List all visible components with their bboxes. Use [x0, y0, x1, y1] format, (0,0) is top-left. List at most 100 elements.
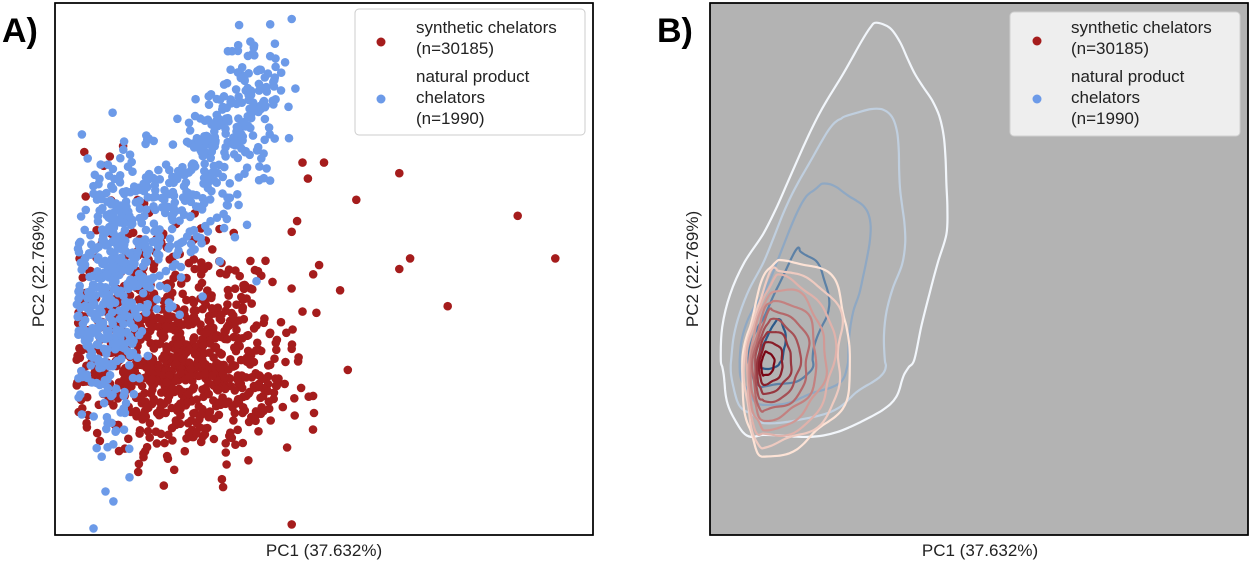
natural-point-1573 — [200, 166, 209, 176]
natural-point-1121 — [81, 301, 90, 311]
natural-point-1690 — [262, 87, 272, 96]
panel-b-frame — [709, 2, 1249, 536]
synthetic-point-713 — [139, 452, 148, 462]
panel-a-legend-marker-natural — [376, 94, 386, 104]
natural-point-1444 — [131, 198, 141, 207]
synthetic-point-446 — [229, 332, 239, 342]
natural-point-1679 — [270, 134, 280, 143]
synthetic-point-449 — [238, 334, 247, 343]
natural-point-1000 — [109, 497, 118, 506]
natural-point-1398 — [95, 190, 104, 199]
synthetic-point-808 — [266, 416, 276, 425]
natural-point-1602 — [190, 111, 200, 121]
natural-point-1608 — [197, 202, 207, 211]
natural-point-1669 — [234, 20, 244, 30]
synthetic-point-764 — [200, 348, 209, 358]
synthetic-point-755 — [244, 389, 253, 398]
natural-point-1346 — [161, 266, 171, 276]
synthetic-point-235 — [142, 442, 152, 452]
synthetic-point-307 — [185, 358, 194, 367]
natural-point-1108 — [83, 154, 92, 163]
natural-point-1224 — [106, 247, 115, 256]
synthetic-point-848 — [199, 264, 209, 274]
synthetic-point-889 — [352, 195, 361, 205]
synthetic-point-807 — [203, 423, 212, 433]
panel-a-letter: A) — [2, 12, 38, 50]
panel-a-legend-synthetic-line2: (n=30185) — [416, 39, 494, 58]
natural-point-1681 — [243, 51, 253, 61]
natural-point-1534 — [188, 159, 198, 168]
natural-point-1276 — [109, 223, 119, 232]
natural-point-1536 — [233, 153, 243, 163]
synthetic-point-345 — [268, 277, 277, 287]
natural-point-1405 — [104, 213, 113, 222]
natural-point-1509 — [204, 100, 214, 109]
natural-point-1166 — [112, 356, 122, 366]
synthetic-point-818 — [230, 343, 239, 353]
synthetic-point-844 — [189, 298, 199, 308]
synthetic-point-597 — [92, 428, 102, 438]
natural-point-954 — [77, 410, 87, 419]
natural-point-1191 — [128, 373, 138, 383]
synthetic-point-387 — [233, 425, 242, 435]
natural-point-1665 — [268, 96, 278, 106]
natural-point-1347 — [185, 227, 195, 236]
synthetic-point-896 — [265, 360, 275, 370]
synthetic-point-757 — [244, 417, 254, 427]
natural-point-1535 — [200, 159, 209, 169]
panel-a-legend-natural-line3: (n=1990) — [416, 109, 485, 128]
synthetic-point-860 — [222, 334, 232, 344]
natural-point-1675 — [270, 39, 280, 48]
natural-point-1174 — [85, 272, 94, 282]
natural-point-935 — [133, 353, 142, 363]
natural-point-1369 — [120, 225, 130, 235]
natural-point-1131 — [102, 188, 111, 198]
synthetic-point-859 — [224, 265, 234, 275]
synthetic-point-721 — [224, 321, 233, 330]
natural-point-1713 — [233, 46, 243, 56]
synthetic-point-665 — [187, 416, 196, 425]
synthetic-point-715 — [128, 228, 138, 237]
synthetic-point-418 — [134, 459, 144, 469]
synthetic-point-238 — [178, 289, 187, 299]
synthetic-point-893 — [298, 158, 307, 167]
synthetic-point-107 — [152, 439, 162, 448]
synthetic-point-676 — [75, 344, 84, 353]
natural-point-1289 — [168, 302, 177, 311]
natural-point-1379 — [120, 258, 130, 268]
synthetic-point-662 — [183, 314, 193, 324]
panel-b-legend-natural-line2: chelators — [1071, 88, 1140, 107]
natural-point-1375 — [109, 285, 119, 294]
synthetic-point-638 — [145, 433, 154, 442]
synthetic-point-486 — [182, 434, 191, 443]
synthetic-point-765 — [217, 349, 226, 359]
natural-point-1471 — [206, 216, 215, 226]
synthetic-point-853 — [250, 265, 260, 275]
synthetic-point-898 — [255, 381, 264, 391]
synthetic-point-473 — [148, 322, 157, 332]
natural-point-1709 — [249, 41, 259, 50]
synthetic-point-815 — [294, 353, 303, 362]
natural-point-1635 — [210, 132, 220, 142]
synthetic-point-347 — [288, 325, 297, 334]
natural-point-1412 — [186, 247, 196, 257]
natural-point-1218 — [119, 391, 128, 401]
synthetic-point-792 — [252, 338, 262, 348]
synthetic-point-645 — [163, 343, 172, 353]
natural-point-1622 — [218, 172, 228, 182]
natural-point-1485 — [154, 165, 163, 175]
synthetic-point-722 — [238, 438, 248, 448]
synthetic-point-904 — [233, 371, 243, 380]
synthetic-point-747 — [281, 357, 290, 367]
synthetic-point-780 — [221, 399, 230, 409]
natural-point-1667 — [276, 68, 286, 77]
synthetic-point-733 — [290, 394, 299, 403]
natural-point-1185 — [126, 319, 135, 328]
natural-point-1523 — [144, 169, 154, 179]
synthetic-point-906 — [228, 360, 237, 370]
natural-point-1404 — [146, 276, 156, 285]
panel-b-legend-natural-line1: natural product — [1071, 67, 1185, 86]
natural-point-1160 — [106, 391, 116, 401]
natural-point-1520 — [179, 182, 189, 191]
natural-point-1456 — [140, 240, 150, 250]
